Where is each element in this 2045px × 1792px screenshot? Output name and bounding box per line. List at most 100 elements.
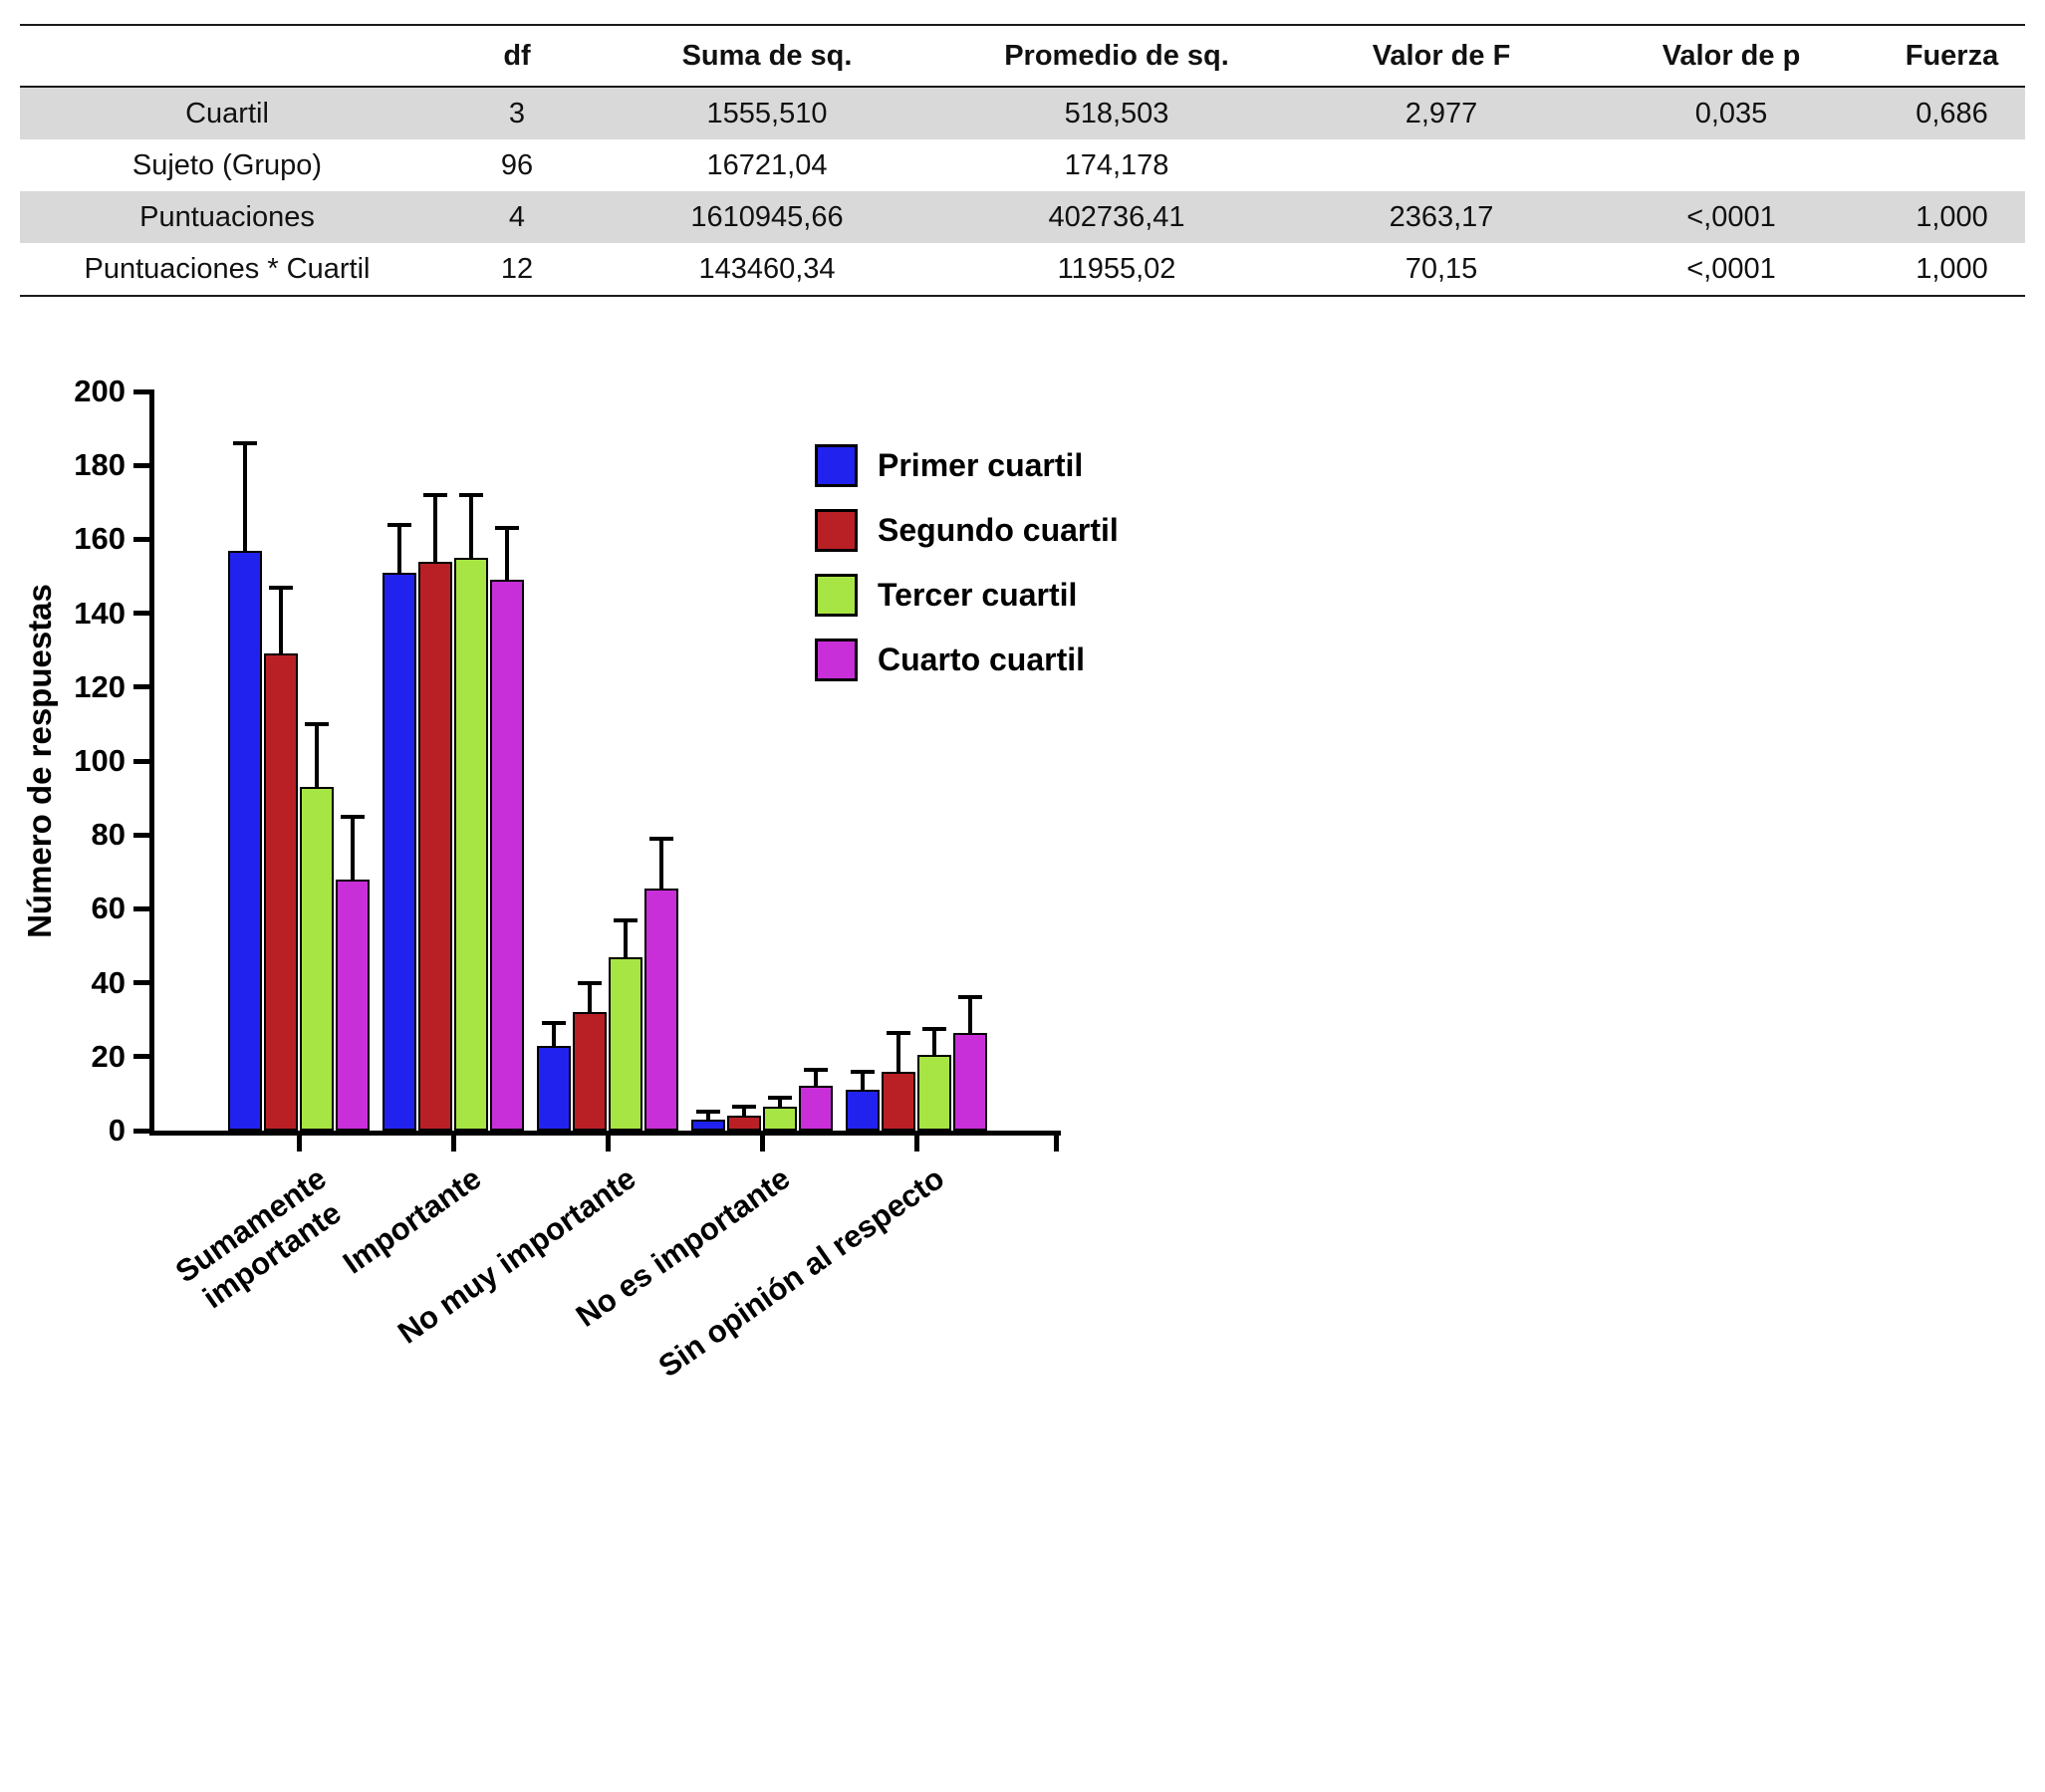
error-bar-line [552,1023,556,1048]
error-bar-line [932,1028,936,1057]
y-tick-label: 60 [91,891,126,926]
error-bar-line [397,524,401,575]
x-tick-mark [913,1136,919,1152]
column-header: Suma de sq. [681,39,853,72]
error-bar-cap [768,1095,792,1100]
x-tick-mark [450,1136,456,1152]
table-cell: 16721,04 [706,148,828,181]
bar [609,956,642,1131]
x-axis-category-label: Sumamente importante [169,1160,348,1315]
error-bar-cap [387,522,411,527]
table-row: Sujeto (Grupo) 96 16721,04 174,178 [20,139,2025,191]
error-bar-line [624,919,628,959]
y-tick-label: 20 [91,1038,126,1074]
table-cell [1584,139,1879,191]
legend-swatch [815,639,858,681]
error-bar-cap [495,526,519,531]
x-tick-mark [1053,1136,1059,1152]
error-bar-cap [887,1030,910,1035]
error-bar-cap [922,1026,946,1031]
bar [490,580,524,1131]
bar [537,1045,571,1131]
legend-swatch [815,509,858,552]
table-cell: 70,15 [1405,252,1478,285]
error-bar-line [814,1069,818,1089]
error-bar-cap [732,1104,756,1109]
legend-item: Tercer cuartil [815,574,1119,617]
error-bar-cap [542,1021,566,1026]
y-tick-label: 100 [74,743,126,778]
table-cell: 1610945,66 [690,200,844,233]
x-axis-line [149,1131,1061,1136]
error-bar-cap [423,492,447,497]
y-tick-mark [133,758,149,764]
legend-item: Cuarto cuartil [815,639,1119,681]
legend-label: Primer cuartil [878,447,1084,483]
table-cell: 0,035 [1694,97,1768,129]
table-cell: 1,000 [1916,200,1988,233]
chart-legend: Primer cuartil Segundo cuartil Tercer cuar… [815,444,1119,703]
error-bar-line [778,1097,782,1109]
stats-table-body: Cuartil 3 1555,510 518,503 2,977 0,035 0,686 Su… [20,87,2025,296]
error-bar-line [433,494,437,564]
bar [691,1119,725,1131]
y-tick-label: 40 [91,964,126,1000]
row-label: Cuartil [185,97,269,129]
bar [418,561,452,1131]
bar [953,1032,987,1131]
table-row: Puntuaciones * Cuartil 12 143460,34 11955,0… [20,243,2025,296]
error-bar-line [659,838,663,891]
legend-swatch [815,574,858,617]
error-bar-cap [649,836,673,841]
error-bar-line [505,528,509,583]
y-tick-mark [133,462,149,468]
row-label-header [20,25,434,87]
legend-label: Cuarto cuartil [878,641,1086,677]
x-tick-mark [296,1136,302,1152]
error-bar-line [968,997,972,1035]
error-bar-cap [269,585,293,590]
y-tick-mark [133,1054,149,1060]
error-bar-cap [614,917,638,922]
bar [727,1116,761,1131]
y-tick-label: 180 [74,447,126,483]
bar [882,1071,915,1131]
bar [264,653,298,1131]
error-bar-cap [696,1110,720,1115]
x-axis-category-label: Sin opinión al respecto [651,1160,951,1385]
bar [644,888,678,1131]
table-cell: 12 [500,252,534,285]
error-bar-line [588,982,592,1015]
table-cell: 96 [500,148,534,181]
y-tick-mark [133,905,149,911]
bar [300,786,334,1131]
error-bar-cap [578,980,602,985]
error-bar-cap [804,1067,828,1072]
table-cell: 0,686 [1916,97,1988,129]
table-cell: 143460,34 [698,252,836,285]
table-cell [1299,139,1584,191]
y-tick-label: 80 [91,817,126,853]
table-cell: <,0001 [1686,200,1776,233]
bar [917,1054,951,1131]
legend-label: Segundo cuartil [878,512,1119,548]
anova-stats-table: df Suma de sq. Promedio de sq. Valor de F Va… [20,24,2025,297]
column-header: Valor de F [1372,39,1511,72]
y-tick-mark [133,832,149,838]
x-tick-mark [759,1136,765,1152]
y-tick-mark [133,388,149,394]
column-header: Promedio de sq. [1004,39,1229,72]
table-cell [1879,139,2025,191]
error-bar-cap [459,492,483,497]
y-tick-mark [133,684,149,690]
error-bar-cap [341,814,365,819]
error-bar-line [243,442,247,553]
y-tick-mark [133,611,149,617]
bar [454,557,488,1131]
column-header: Valor de p [1662,39,1801,72]
row-label: Puntuaciones * Cuartil [84,252,371,285]
legend-swatch [815,444,858,487]
bar [846,1090,880,1131]
y-tick-label: 120 [74,668,126,704]
error-bar-line [279,587,283,656]
